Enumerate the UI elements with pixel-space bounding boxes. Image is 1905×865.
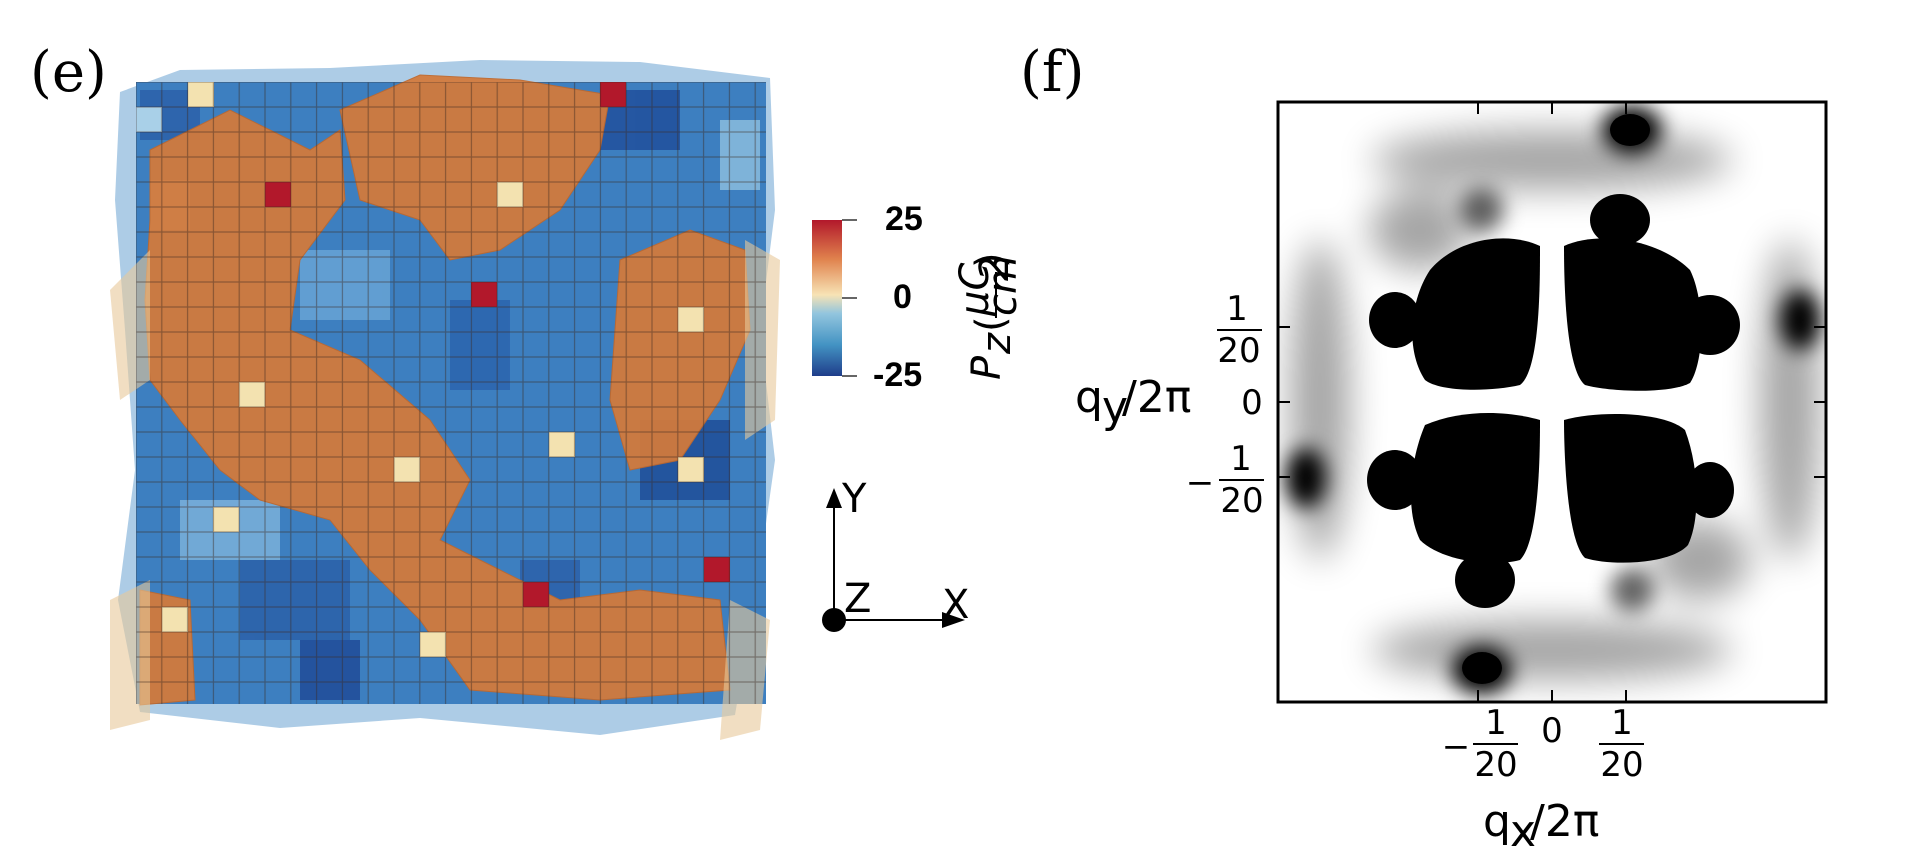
panel-label-e: (e)	[30, 40, 107, 105]
x-tick-pos: 1 20	[1599, 703, 1644, 785]
svg-text:1: 1	[1611, 703, 1633, 743]
svg-text:y: y	[1102, 382, 1128, 433]
svg-text:20: 20	[1220, 481, 1263, 521]
x-tick-labels: − 1 20 0 1 20	[1442, 703, 1644, 785]
svg-text:1: 1	[1226, 289, 1248, 329]
svg-text:/2π: /2π	[1122, 372, 1191, 423]
svg-text:20: 20	[1217, 331, 1260, 371]
y-tick-neg: − 1 20	[1186, 439, 1264, 521]
triad-label-y: Y	[841, 476, 867, 522]
colorbar-tick-max: 25	[885, 200, 923, 238]
z-axis-dot-icon	[822, 608, 846, 632]
x-arrow-icon	[942, 612, 965, 628]
svg-text:P: P	[964, 355, 1010, 380]
x-tick-zero: 0	[1541, 711, 1563, 751]
svg-text:μC: μC	[952, 263, 998, 317]
colorbar-fill	[812, 220, 842, 376]
svg-text:cm: cm	[980, 255, 1026, 316]
svg-text:/2π: /2π	[1530, 796, 1599, 847]
svg-text:(: (	[968, 316, 1014, 332]
svg-text:x: x	[1510, 806, 1536, 857]
lattice-grid	[136, 82, 766, 704]
y-tick-pos: 1 20	[1217, 289, 1262, 371]
colorbar-tick-min: -25	[873, 356, 922, 394]
svg-text:20: 20	[1474, 745, 1517, 785]
y-tick-zero: 0	[1241, 383, 1263, 423]
y-tick-labels: 1 20 0 − 1 20	[1186, 289, 1264, 521]
colorbar-tick-mid: 0	[893, 278, 912, 316]
plot-ticks	[1278, 102, 1826, 702]
svg-text:2: 2	[972, 256, 1018, 281]
axes-triad: Y Z X	[822, 476, 969, 632]
colorbar: 25 0 -25 P z ( μC cm 2 )	[812, 200, 1026, 394]
svg-text:20: 20	[1600, 745, 1643, 785]
intensity-map	[1286, 106, 1820, 694]
svg-text:): )	[968, 252, 1014, 268]
colorbar-label: P z ( μC cm 2 )	[952, 252, 1026, 380]
svg-text:z: z	[974, 332, 1020, 355]
svg-text:1: 1	[1485, 703, 1507, 743]
y-arrow-icon	[826, 488, 842, 508]
x-axis-label: q x /2π	[1483, 796, 1599, 857]
svg-text:1: 1	[1230, 439, 1252, 479]
panel-label-f: (f)	[1020, 40, 1085, 105]
svg-text:−: −	[1186, 463, 1215, 503]
svg-text:q: q	[1483, 796, 1511, 847]
triad-label-z: Z	[844, 576, 871, 622]
y-axis-label: q y /2π	[1075, 372, 1191, 433]
domain-map	[110, 60, 780, 740]
svg-text:q: q	[1075, 372, 1103, 423]
triad-label-x: X	[942, 582, 969, 628]
x-tick-neg: − 1 20	[1442, 703, 1518, 785]
svg-text:−: −	[1442, 727, 1471, 767]
structure-factor-plot: 1 20 0 − 1 20 − 1 20 0 1	[1075, 100, 1828, 857]
intensity-peaks	[1367, 114, 1740, 684]
